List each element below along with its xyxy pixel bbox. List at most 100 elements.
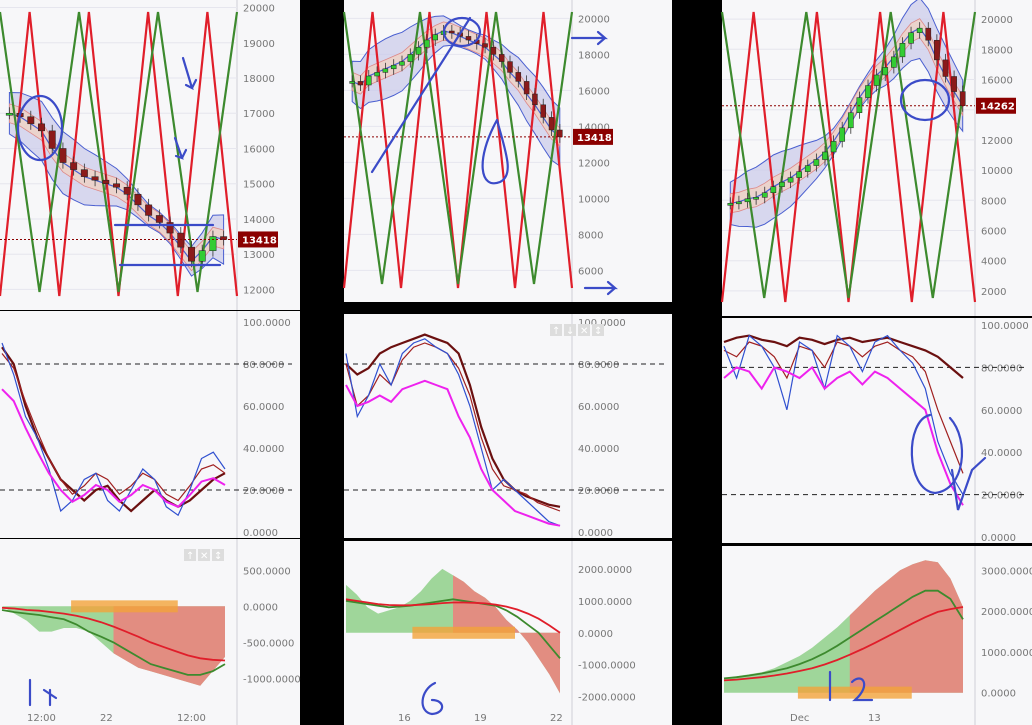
y-tick-label: 60.0000 (981, 406, 1022, 417)
icon-box (592, 324, 604, 336)
price-tag-label: 14262 (980, 102, 1015, 113)
candle (925, 27, 932, 41)
candle (548, 117, 555, 131)
number-annotation-14 (28, 678, 58, 707)
panel-control-icon[interactable]: ↑ (550, 324, 562, 337)
panel-control-glyph: ✕ (200, 551, 208, 562)
candle (873, 74, 880, 86)
candle (804, 165, 811, 172)
candle (557, 129, 563, 138)
macd-line (345, 598, 561, 659)
candle (188, 246, 195, 262)
trend-line-green (720, 11, 977, 299)
y-tick-label: 2000.0000 (578, 565, 632, 576)
y-tick-label: 0.0000 (578, 629, 613, 640)
candle (374, 72, 380, 77)
macd-chart: 2000.0000 1000.0000 0.0000 -1000.0000 -2000.… (345, 565, 636, 724)
candle (27, 116, 35, 125)
panel-control-icon[interactable]: ✕ (578, 324, 590, 337)
candle (59, 148, 67, 163)
x-tick-label: 19 (474, 713, 487, 724)
y-tick-label: 80.0000 (243, 360, 284, 371)
y-tick-label: 0.0000 (981, 533, 1016, 544)
candle (498, 54, 505, 62)
macd-histogram-red (453, 575, 560, 694)
price-tag (976, 97, 1016, 114)
candle (916, 27, 923, 33)
candle (540, 104, 546, 118)
candle (38, 123, 45, 132)
x-tick-label: Dec (790, 713, 809, 724)
candle (390, 64, 397, 70)
candle (761, 192, 768, 198)
panel-control-icon[interactable]: ✕ (198, 549, 210, 562)
check-annotation (950, 456, 987, 511)
y-tick-label: 18000 (243, 74, 275, 85)
panel-control-icon[interactable]: ↑ (184, 549, 196, 562)
y-tick-label: 6000 (981, 227, 1006, 238)
icon-box (198, 549, 210, 561)
price-chart: 20000 18000 16000 14000 12000 10000 8000 6000 13… (342, 11, 613, 289)
circle-annotation (910, 413, 964, 495)
chart-panel-middle: 20000 18000 16000 14000 12000 10000 8000 6000 13… (342, 0, 672, 725)
candle (908, 32, 914, 44)
panel-control-icon[interactable]: ↓ (564, 324, 576, 337)
candle (736, 201, 742, 205)
number-annotation-12 (828, 670, 874, 702)
candle (813, 159, 820, 166)
y-tick-label: 8000 (578, 230, 603, 241)
x-tick-label: 22 (550, 713, 563, 724)
y-tick-label: 18000 (578, 50, 610, 61)
stoch-slow-line (1, 346, 226, 513)
y-tick-label: 16000 (243, 144, 275, 155)
y-tick-label: 12000 (981, 136, 1013, 147)
candle (220, 236, 228, 240)
stoch-slow-line (345, 333, 561, 508)
candle (523, 81, 530, 95)
candle (882, 67, 889, 76)
stochastic-chart: 100.0000 80.0000 60.0000 40.0000 20.0000 0.00… (344, 318, 664, 539)
candle (366, 75, 372, 86)
y-tick-label: -1000.0000 (578, 661, 636, 672)
stoch-mid-line (1, 353, 226, 502)
subpanel-background (344, 314, 672, 538)
price-chart: 20000 19000 18000 17000 16000 15000 14000 13000… (0, 4, 278, 296)
loop-annotation (481, 118, 509, 185)
price-tag-label: 13418 (577, 133, 612, 144)
candle (482, 43, 488, 48)
stoch-magenta-line (345, 379, 561, 527)
candle (796, 171, 802, 178)
x-tick-label: 22 (100, 713, 113, 724)
panel-control-icon[interactable]: ↕ (592, 324, 604, 337)
candle (134, 194, 142, 206)
panel-control-icon[interactable]: ↕ (212, 549, 224, 562)
stoch-slow-line (723, 334, 964, 379)
y-tick-label: 1000.0000 (578, 597, 632, 608)
y-tick-label: -2000.0000 (578, 693, 636, 704)
candle (415, 46, 422, 55)
candle (424, 39, 430, 48)
hand-annotations (16, 16, 987, 716)
y-tick-label: 2000 (981, 287, 1006, 298)
macd-histogram-orange (797, 686, 912, 699)
y-tick-label: 80.0000 (981, 363, 1022, 374)
price-chart: 2000018000160001400012000100008000600040… (720, 0, 1016, 303)
y-tick-label: 100.0000 (243, 318, 291, 329)
candle (5, 112, 13, 116)
arrow-annotation (583, 280, 618, 296)
macd-chart: 3000.0000 2000.0000 1000.0000 0.0000 Dec 13 (723, 560, 1032, 724)
icon-box (550, 324, 562, 336)
candle (515, 72, 522, 82)
macd-histogram-orange (71, 600, 178, 613)
x-tick-label: 12:00 (177, 713, 206, 724)
y-tick-label: 100.0000 (981, 321, 1029, 332)
candle (113, 183, 120, 188)
y-tick-label: 20.0000 (981, 491, 1022, 502)
price-tag-label: 13418 (242, 235, 277, 246)
candle (507, 61, 513, 73)
number-annotation-6 (421, 681, 444, 716)
candle (532, 93, 538, 106)
candle (465, 36, 472, 41)
circle-annotation (899, 78, 951, 122)
arrow-annotation (173, 136, 188, 160)
